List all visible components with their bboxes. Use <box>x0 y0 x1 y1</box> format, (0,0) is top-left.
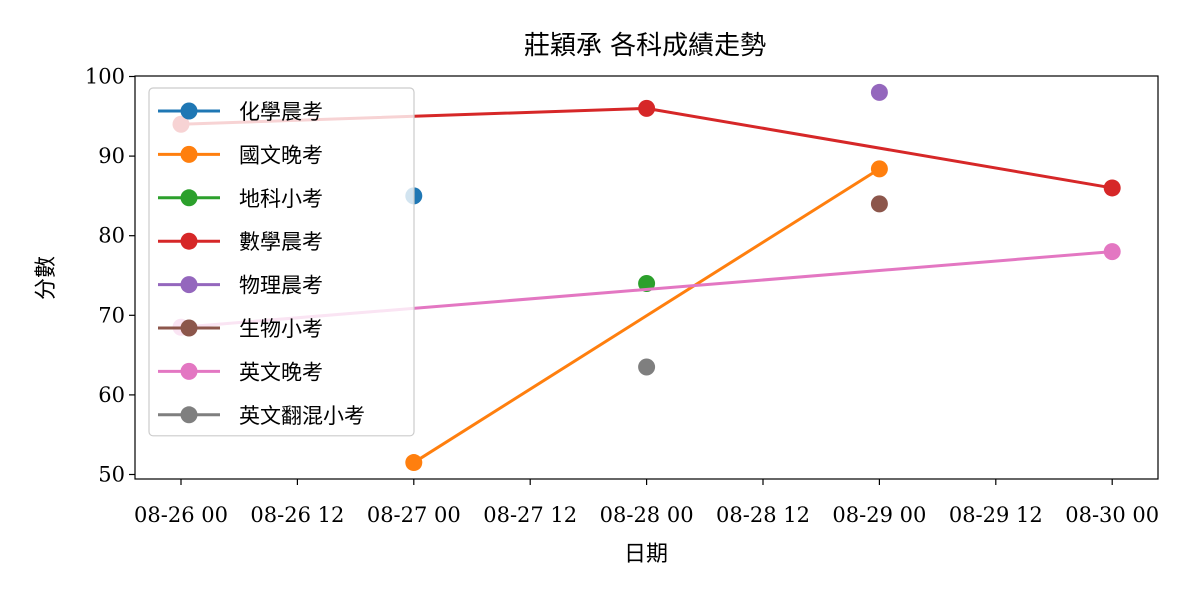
x-tick-label: 08-28 12 <box>716 503 810 527</box>
data-point <box>638 358 656 376</box>
plot-frame <box>134 75 1159 480</box>
y-axis-label: 分數 <box>34 256 59 300</box>
data-point <box>870 195 888 213</box>
x-tick-label: 08-29 00 <box>832 503 926 527</box>
legend-label: 化學晨考 <box>239 100 323 124</box>
y-tick-label: 70 <box>98 303 125 327</box>
data-point <box>638 99 656 117</box>
legend-marker <box>180 189 198 207</box>
y-tick-label: 60 <box>98 383 125 407</box>
data-point <box>1103 243 1121 261</box>
x-tick-label: 08-28 00 <box>600 503 694 527</box>
y-tick-label: 100 <box>85 65 125 89</box>
legend-marker <box>180 406 198 424</box>
legend-label: 物理晨考 <box>239 274 323 298</box>
legend-marker <box>180 362 198 380</box>
legend-label: 生物小考 <box>239 317 323 341</box>
legend-label: 英文翻混小考 <box>239 404 365 428</box>
x-axis-label: 日期 <box>624 542 668 567</box>
x-tick-label: 08-29 12 <box>949 503 1043 527</box>
legend-box <box>148 87 415 437</box>
legend-label: 地科小考 <box>239 187 323 211</box>
data-point <box>405 454 423 472</box>
y-axis: 50 60 70 80 90 100 <box>85 65 135 487</box>
data-point <box>870 160 888 178</box>
data-point <box>1103 179 1121 197</box>
y-tick-label: 90 <box>98 144 125 168</box>
x-tick-label: 08-26 00 <box>134 503 228 527</box>
series-line <box>412 167 881 464</box>
legend-marker <box>180 145 198 163</box>
x-tick-label: 08-27 00 <box>367 503 461 527</box>
x-axis: 08-26 00 08-26 12 08-27 00 08-27 12 08-28 00… <box>134 479 1159 527</box>
y-tick-label: 50 <box>98 463 125 487</box>
legend-marker <box>180 276 198 294</box>
legend-label: 國文晚考 <box>239 143 323 167</box>
legend-label: 數學晨考 <box>239 230 323 254</box>
legend-marker <box>180 102 198 120</box>
x-tick-label: 08-26 12 <box>250 503 344 527</box>
x-tick-label: 08-30 00 <box>1065 503 1159 527</box>
x-tick-label: 08-27 12 <box>483 503 577 527</box>
y-tick-label: 80 <box>98 224 125 248</box>
chart-title: 莊穎承 各科成績走勢 <box>524 31 766 61</box>
legend-label: 英文晚考 <box>239 360 323 384</box>
legend-marker <box>180 319 198 337</box>
legend-marker <box>180 232 198 250</box>
data-point <box>870 83 888 101</box>
series-layer <box>172 83 1121 472</box>
